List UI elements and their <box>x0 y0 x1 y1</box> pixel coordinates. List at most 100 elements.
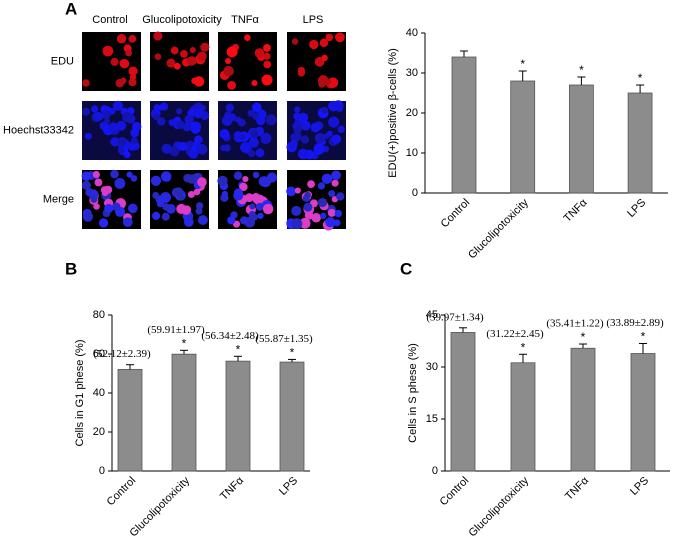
x-tick-label: Control <box>105 475 139 509</box>
micrograph <box>287 32 346 91</box>
cell <box>111 202 121 211</box>
cell <box>299 217 311 229</box>
micrograph <box>81 169 141 229</box>
cell <box>178 141 189 151</box>
x-tick-label: LPS <box>277 475 300 498</box>
cell <box>252 102 262 113</box>
cell <box>297 148 309 160</box>
column-label: Control <box>92 14 127 26</box>
cell <box>127 203 138 214</box>
micrograph <box>150 31 210 91</box>
error-bar <box>579 343 587 349</box>
cell <box>182 122 192 132</box>
cell <box>98 218 109 228</box>
cell <box>187 191 195 198</box>
cell <box>84 132 92 140</box>
cell <box>161 212 170 221</box>
cell <box>217 175 228 187</box>
cell <box>90 195 98 203</box>
cell <box>186 140 194 149</box>
y-tick-label: 20 <box>93 426 105 438</box>
cell <box>122 111 133 123</box>
cell <box>294 187 301 194</box>
cell <box>187 174 197 184</box>
cell <box>313 143 325 155</box>
cell <box>331 170 341 181</box>
cell <box>334 209 342 218</box>
y-tick-label: 30 <box>406 67 418 79</box>
cell <box>225 57 232 64</box>
cell <box>197 51 207 62</box>
cell <box>250 129 259 139</box>
cell <box>263 52 271 60</box>
cell <box>334 32 345 43</box>
value-label: (33.89±2.89) <box>606 317 664 329</box>
cell <box>82 79 90 87</box>
y-tick-label: 40 <box>406 27 418 39</box>
cell <box>260 132 272 144</box>
micrograph <box>217 170 278 229</box>
y-tick-label: 45 <box>426 309 438 321</box>
significance-mark: * <box>290 346 295 360</box>
cell <box>114 178 126 189</box>
cell <box>91 105 99 113</box>
significance-mark: * <box>182 337 187 351</box>
cell <box>193 76 205 87</box>
cell <box>195 202 204 210</box>
cell <box>317 197 328 208</box>
cell <box>225 103 235 112</box>
error-bar <box>459 327 467 333</box>
significance-mark: * <box>236 342 241 356</box>
x-tick-label: Control <box>438 475 472 509</box>
cell <box>258 176 270 187</box>
panel-label: A <box>65 0 77 18</box>
cell <box>85 188 94 197</box>
cell <box>294 106 301 113</box>
cell <box>173 62 181 70</box>
cell <box>266 172 278 183</box>
y-axis-label: EDU(+)positive β-cells (%) <box>387 48 399 178</box>
x-tick-label: LPS <box>628 475 651 498</box>
cell <box>154 53 162 61</box>
cell <box>331 134 342 144</box>
panel-label: B <box>65 259 77 278</box>
cell <box>157 104 164 111</box>
cell <box>220 144 227 152</box>
cell <box>336 192 345 201</box>
cell <box>331 179 339 187</box>
cell <box>227 216 236 225</box>
cell <box>186 214 193 222</box>
cell <box>244 193 254 203</box>
cell <box>233 171 243 180</box>
error-bar <box>234 355 242 362</box>
cell <box>115 78 125 88</box>
cell <box>180 50 188 58</box>
cell <box>263 44 271 52</box>
cell <box>291 38 299 45</box>
panel-label: C <box>400 259 412 278</box>
micrograph <box>150 170 209 229</box>
bar <box>510 80 536 194</box>
y-tick-label: 15 <box>426 413 438 425</box>
error-bar <box>180 349 188 355</box>
cell <box>325 217 336 228</box>
y-tick-label: 0 <box>99 465 105 477</box>
cell <box>104 203 114 213</box>
cell <box>223 65 234 77</box>
y-tick-label: 60 <box>93 348 105 360</box>
bar <box>279 361 305 472</box>
cell <box>81 180 91 190</box>
cell <box>255 148 265 158</box>
cell <box>314 132 326 144</box>
cell <box>116 34 127 44</box>
cell <box>251 213 258 221</box>
y-tick-label: 0 <box>432 465 438 477</box>
cell <box>290 133 299 142</box>
cell <box>324 78 332 85</box>
cell <box>251 79 258 87</box>
cell <box>286 186 296 197</box>
cell <box>176 203 187 215</box>
cell <box>255 202 264 211</box>
cell <box>321 173 333 185</box>
cell <box>94 178 103 187</box>
